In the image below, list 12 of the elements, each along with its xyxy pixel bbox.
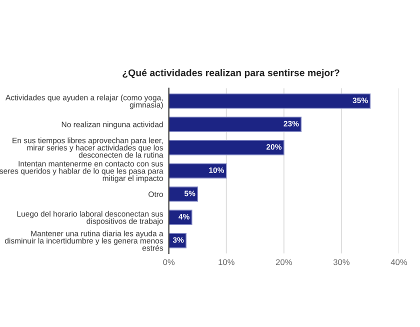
x-tick-label: 10% bbox=[218, 259, 234, 266]
x-tick-label: 40% bbox=[390, 259, 408, 266]
x-tick-label: 30% bbox=[333, 259, 350, 266]
bar bbox=[168, 186, 198, 202]
x-tick-label: 20% bbox=[276, 259, 292, 266]
bar bbox=[168, 163, 227, 178]
bar bbox=[168, 116, 302, 132]
bar bbox=[168, 210, 192, 226]
chart-title: ¿Qué actividades realizan para sentirse mejor? bbox=[122, 69, 340, 78]
x-tick-label: 0% bbox=[163, 259, 175, 266]
bar bbox=[168, 93, 371, 109]
bar bbox=[168, 140, 284, 156]
